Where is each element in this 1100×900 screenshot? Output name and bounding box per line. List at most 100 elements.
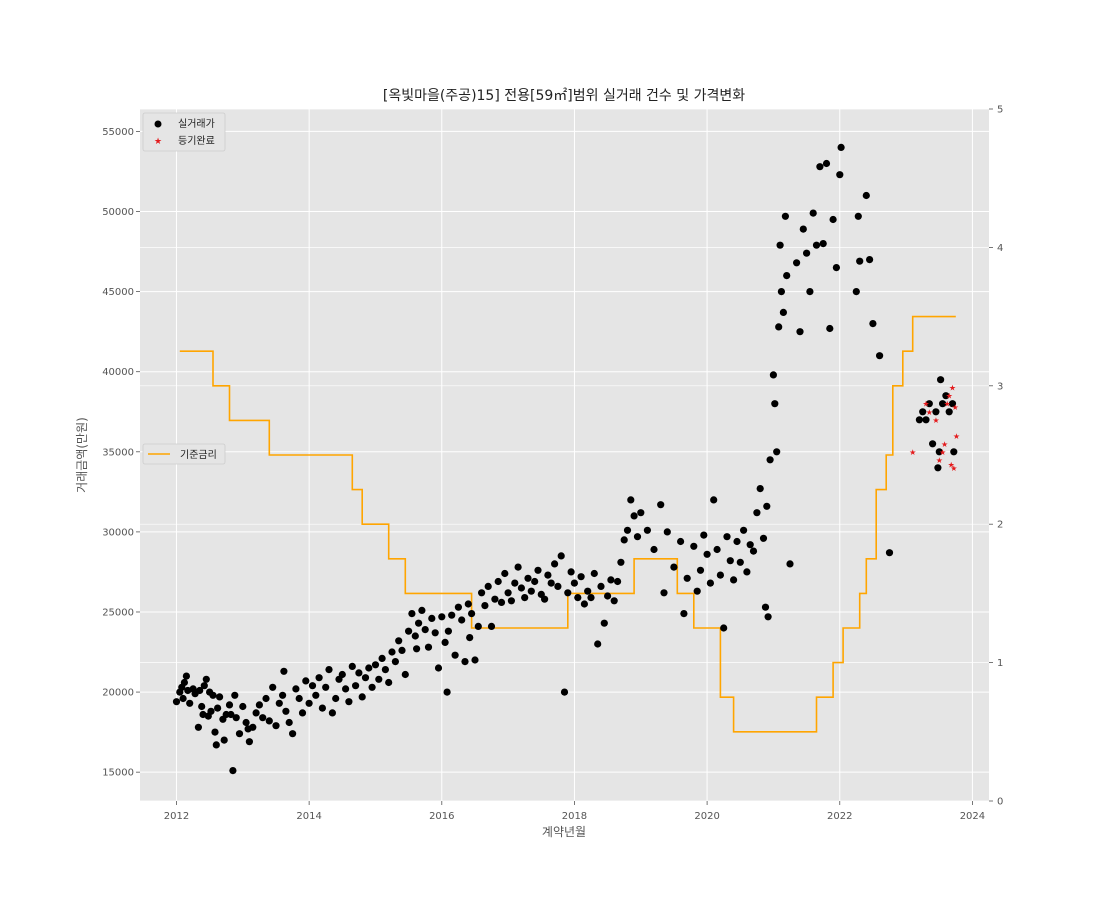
trade-point [541, 595, 549, 603]
trade-point [305, 699, 313, 707]
trade-point [769, 371, 778, 379]
trade-point [720, 624, 728, 632]
trade-point [862, 191, 870, 200]
y2-tick-label: 5 [997, 105, 1003, 116]
x-tick-label: 2014 [296, 811, 321, 822]
trade-point [443, 688, 451, 696]
trades-series [172, 143, 958, 775]
trade-point [497, 598, 506, 607]
trade-point [736, 558, 744, 566]
trade-point [391, 658, 399, 666]
trade-point [826, 324, 834, 333]
trade-point [212, 741, 220, 749]
y-axis: 15000 20000 25000 30000 35000 40000 45000 50000… [102, 127, 140, 779]
trade-point [547, 579, 555, 587]
trade-point [617, 558, 625, 566]
trade-point [328, 709, 336, 717]
trade-point [527, 587, 535, 595]
trade-point [371, 661, 380, 669]
trade-point [398, 646, 406, 655]
trade-point [723, 533, 731, 541]
trade-point [836, 171, 844, 179]
trade-point [194, 723, 202, 731]
registered-point: ★ [953, 432, 960, 441]
trade-point [740, 526, 748, 534]
registered-point: ★ [944, 400, 951, 409]
trade-point [338, 670, 346, 679]
legend-rate: 기준금리 [142, 443, 226, 465]
trade-point [703, 550, 711, 558]
trade-point [915, 416, 924, 424]
rate-step-line [179, 315, 956, 733]
trade-point [796, 328, 804, 336]
trade-point [225, 701, 234, 709]
trade-point [411, 632, 419, 640]
registered-point: ★ [922, 400, 929, 409]
y2-axis: 0 1 2 3 4 5 [989, 105, 1003, 808]
trade-point [690, 542, 698, 550]
y2-tick-label: 0 [997, 797, 1003, 808]
legend-scatter-frame [142, 112, 226, 152]
trade-point [481, 602, 489, 610]
trade-point [521, 594, 529, 602]
x-axis-title: 계약년월 [542, 824, 586, 839]
trade-point [590, 569, 598, 578]
y2-tick-label: 3 [997, 381, 1003, 392]
trade-point [630, 512, 638, 520]
trade-point [786, 560, 794, 568]
y2-tick-label: 2 [997, 520, 1003, 531]
trade-point [235, 730, 244, 738]
legend-registered-label: 등기완료 [178, 135, 215, 147]
trade-point [207, 707, 215, 715]
trade-point [809, 209, 817, 217]
trade-point [242, 718, 250, 727]
trade-point [259, 714, 267, 722]
trade-point [401, 670, 409, 679]
trade-point [726, 557, 734, 565]
x-axis: 2012 2014 2016 2018 2020 2022 2024 [164, 801, 985, 822]
legend-rate-frame [142, 443, 226, 465]
registered-point: ★ [936, 456, 943, 465]
y-tick-label: 40000 [102, 367, 134, 378]
trade-point [211, 728, 219, 736]
trade-point [200, 682, 208, 690]
rate-series [179, 315, 956, 733]
trade-point [587, 594, 595, 602]
trade-point [405, 627, 413, 635]
trade-point [812, 241, 821, 249]
trade-point [231, 691, 239, 699]
trade-point [209, 691, 217, 699]
x-tick-label: 2022 [827, 811, 852, 822]
gridlines [140, 108, 989, 802]
trade-point [358, 693, 366, 701]
trade-point [468, 610, 476, 618]
trade-point [730, 576, 738, 584]
trade-point [507, 597, 515, 605]
trade-point [816, 163, 824, 171]
trade-point [925, 400, 933, 408]
trade-point [710, 496, 718, 504]
trade-point [743, 568, 751, 576]
trade-point [428, 614, 436, 623]
trade-point [560, 688, 569, 696]
trade-point [214, 704, 222, 712]
trade-point [298, 709, 307, 717]
trade-point [285, 718, 293, 727]
trade-point [471, 656, 479, 664]
trade-point [275, 699, 283, 707]
registered-series: ★★★★★★★★★★★★★★ [909, 384, 960, 473]
trade-point [623, 526, 632, 534]
trade-point [945, 408, 953, 416]
trade-point [494, 577, 502, 586]
trade-point [693, 587, 701, 595]
trade-point [544, 571, 552, 579]
trade-point [280, 667, 288, 675]
registered-point: ★ [926, 408, 933, 417]
trade-point [948, 400, 957, 408]
trade-point [922, 416, 930, 424]
trade-point [484, 582, 492, 591]
trade-point [614, 577, 622, 586]
trade-point [607, 576, 615, 584]
trade-point [937, 376, 945, 384]
trade-point [680, 610, 688, 618]
